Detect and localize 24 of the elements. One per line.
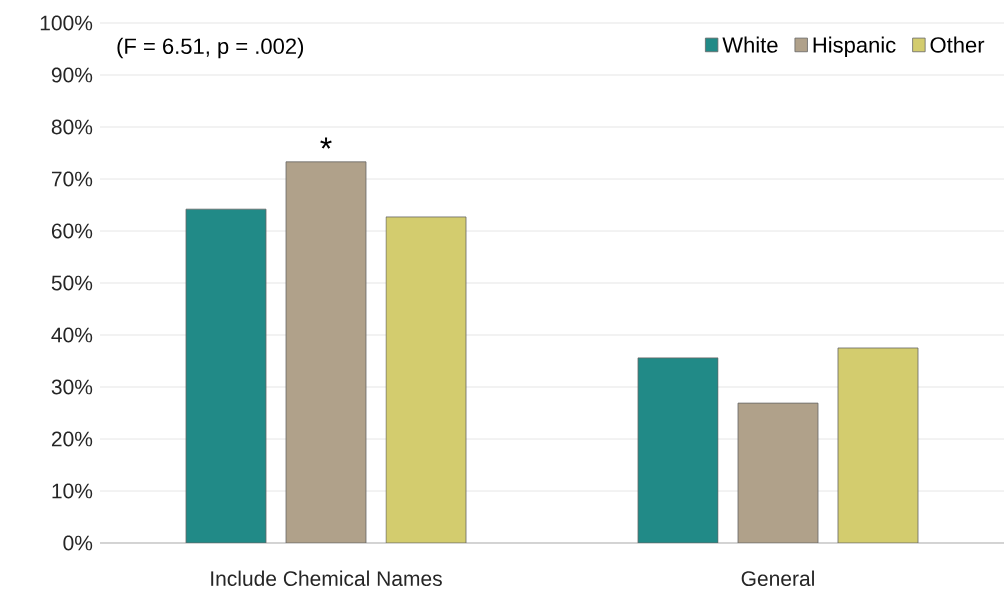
y-tick-label: 50% bbox=[51, 275, 93, 291]
bar bbox=[285, 161, 367, 544]
bar bbox=[637, 357, 719, 544]
y-tick-label: 90% bbox=[51, 67, 93, 83]
annotation: * bbox=[320, 137, 332, 149]
legend-label: Other bbox=[930, 36, 985, 53]
y-tick-label: 0% bbox=[63, 535, 93, 551]
bar bbox=[837, 347, 919, 544]
annotation: (F = 6.51, p = .002) bbox=[117, 38, 304, 59]
y-tick-label: 70% bbox=[51, 171, 93, 187]
x-tick-label: General bbox=[741, 570, 814, 587]
y-tick-label: 60% bbox=[51, 223, 93, 239]
y-tick-label: 10% bbox=[52, 483, 93, 499]
bar bbox=[185, 208, 267, 544]
y-tick-label: 100% bbox=[40, 15, 93, 31]
y-tick-label: 20% bbox=[51, 431, 93, 447]
x-tick-label: Include Chemical Names bbox=[211, 570, 442, 587]
y-tick-label: 30% bbox=[51, 379, 93, 395]
y-tick-label: 80% bbox=[51, 119, 93, 135]
bar bbox=[737, 402, 819, 544]
legend-label: Hispanic bbox=[813, 36, 896, 58]
bar bbox=[385, 216, 467, 544]
y-tick-label: 40% bbox=[51, 327, 93, 343]
legend-label: White bbox=[722, 36, 778, 53]
